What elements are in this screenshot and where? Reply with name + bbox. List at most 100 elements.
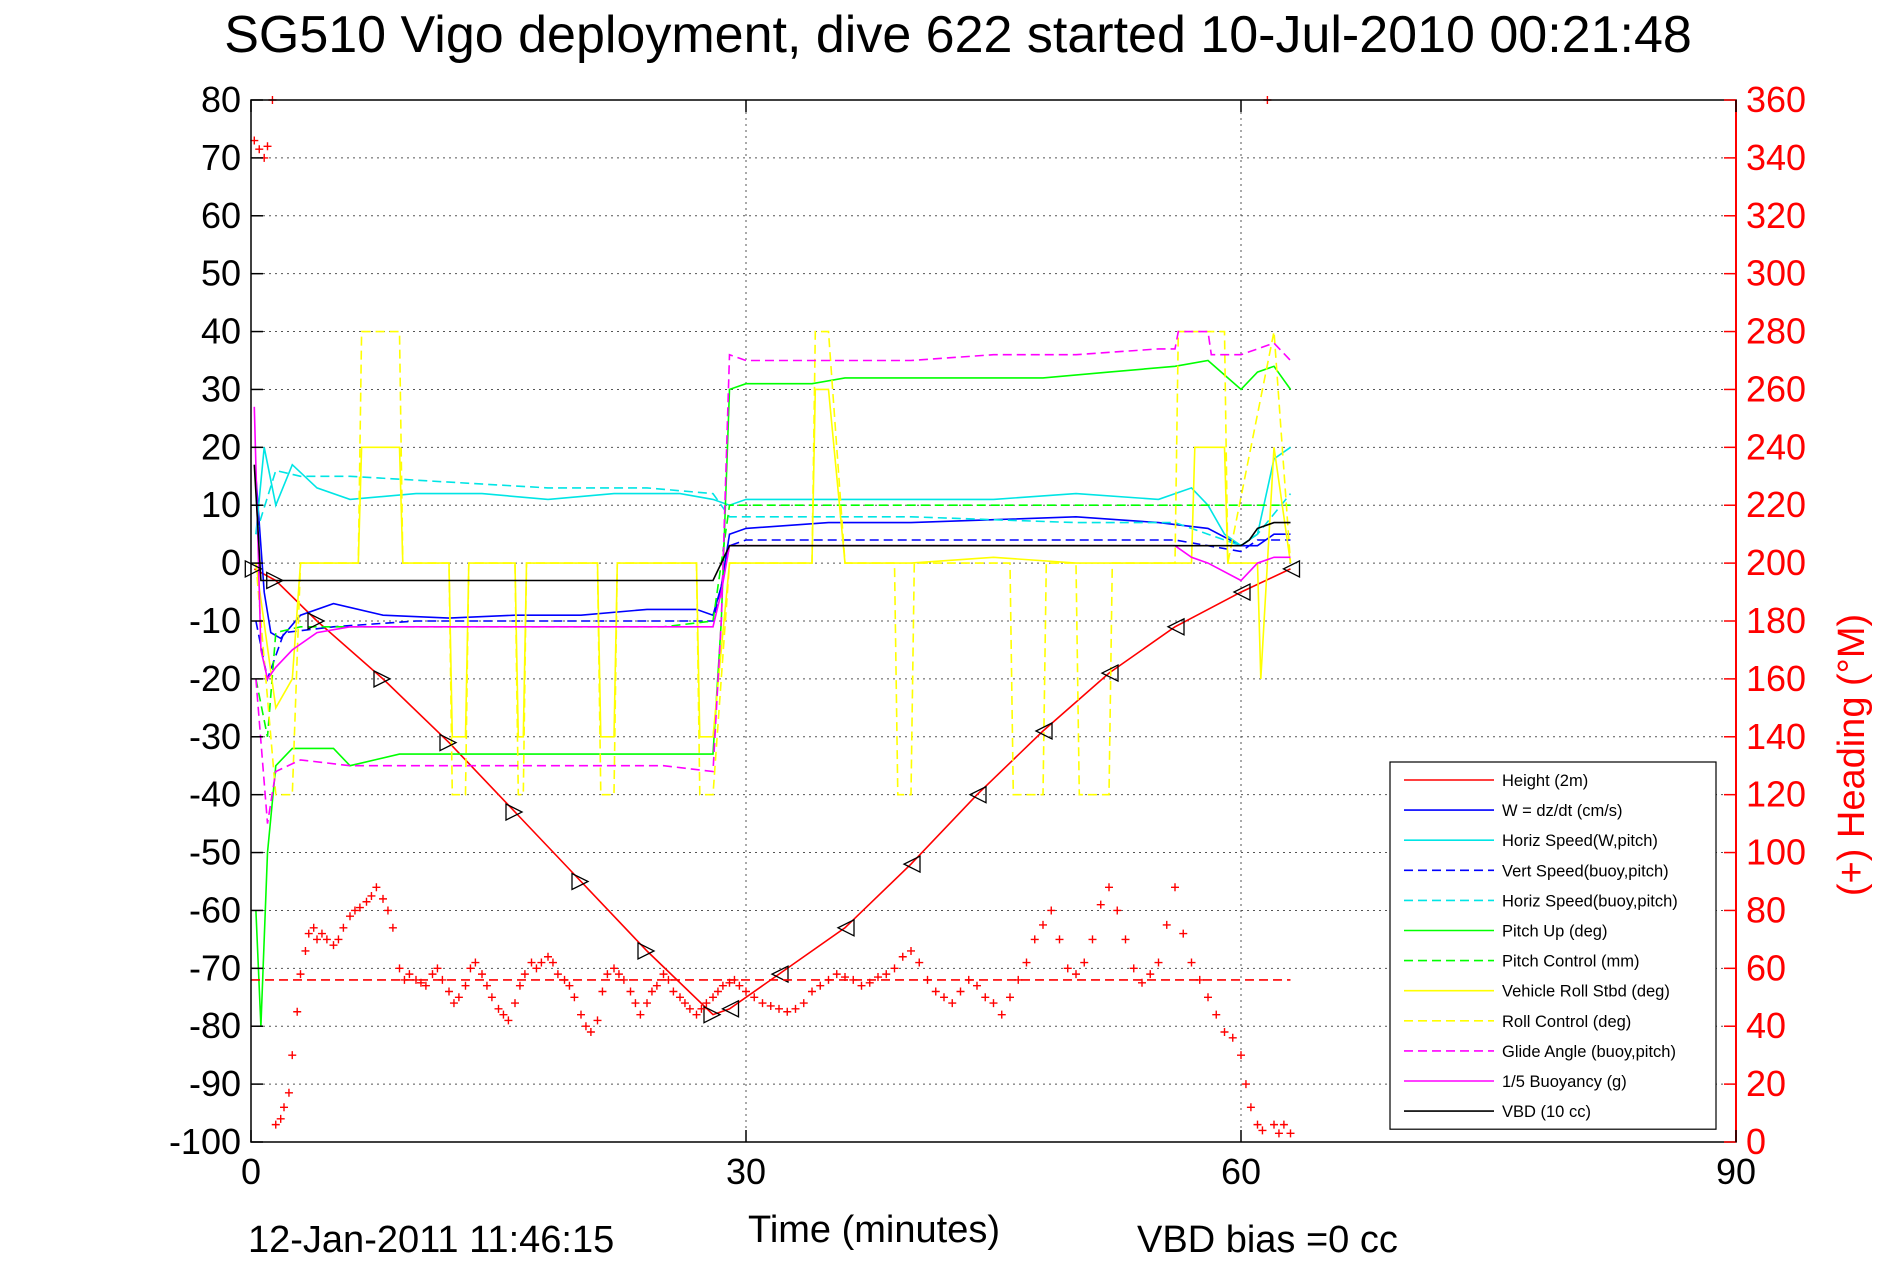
heading-point [482, 981, 491, 990]
heading-point [973, 981, 981, 990]
heading-point [395, 964, 404, 973]
heading-point [692, 1010, 701, 1019]
heading-point [577, 1010, 585, 1019]
x-tick-label: 90 [1716, 1151, 1756, 1192]
height-marker [721, 999, 740, 1018]
heading-point [808, 987, 816, 996]
heading-point [631, 999, 640, 1008]
chart-title: SG510 Vigo deployment, dive 622 started … [224, 6, 1692, 64]
height-marker [1166, 617, 1185, 636]
y-tick-label: 70 [201, 137, 241, 178]
height-marker [244, 559, 263, 578]
heading-point [487, 993, 496, 1002]
legend-entry-10: Glide Angle (buoy,pitch) [1502, 1043, 1676, 1061]
right-axis-label: (+) Heading (°M) [1831, 614, 1873, 896]
heading-point [915, 958, 924, 967]
y-tick-label: 30 [201, 368, 241, 409]
heading-point [931, 987, 940, 996]
heading-point [989, 999, 998, 1008]
height-marker [266, 571, 285, 590]
heading-point [824, 975, 833, 984]
legend-entry-12: VBD (10 cc) [1502, 1103, 1591, 1121]
heading-point [948, 999, 957, 1008]
right-y-tick-label: 340 [1746, 137, 1806, 178]
heading-series [250, 96, 1295, 1138]
y-tick-label: 80 [201, 79, 241, 120]
heading-point [581, 1022, 590, 1031]
y-tick-label: 10 [201, 484, 241, 525]
heading-point [718, 981, 727, 990]
y-tick-label: -100 [169, 1121, 241, 1162]
height-marker [571, 872, 590, 891]
heading-point [304, 929, 313, 938]
heading-point [1088, 935, 1097, 944]
heading-point [560, 975, 569, 984]
legend-entry-6: Pitch Up (deg) [1502, 923, 1607, 941]
series-line-2 [255, 476, 1291, 640]
heading-point [544, 952, 552, 961]
heading-point [329, 941, 338, 950]
heading-point [1121, 935, 1130, 944]
heading-point [346, 912, 354, 921]
heading-point [565, 981, 574, 990]
heading-point [647, 987, 656, 996]
heading-point [362, 897, 371, 906]
heading-point [1022, 958, 1031, 967]
heading-point [816, 981, 825, 990]
right-y-tick-label: 320 [1746, 195, 1806, 236]
heading-point [956, 987, 965, 996]
heading-point [664, 975, 673, 984]
heading-point [537, 958, 546, 967]
y-tick-label: -20 [189, 658, 241, 699]
heading-point [388, 923, 397, 932]
right-y-tick-label: 200 [1746, 542, 1806, 583]
right-y-tick-label: 20 [1746, 1063, 1786, 1104]
heading-point [676, 993, 684, 1002]
heading-point [400, 975, 409, 984]
legend-entry-4: Vert Speed(buoy,pitch) [1502, 862, 1669, 880]
heading-point [610, 964, 618, 973]
heading-point [1047, 906, 1056, 915]
heading-point [515, 981, 524, 990]
heading-point [1055, 935, 1064, 944]
heading-point [416, 978, 425, 987]
heading-point [1279, 1120, 1288, 1129]
right-y-tick-label: 140 [1746, 716, 1806, 757]
heading-point [527, 958, 536, 967]
heading-point [1162, 920, 1171, 929]
heading-point [313, 935, 321, 944]
right-y-tick-label: 260 [1746, 368, 1806, 409]
heading-point [619, 975, 628, 984]
heading-point [553, 970, 562, 979]
y-tick-label: -80 [189, 1005, 241, 1046]
heading-point [1096, 900, 1105, 909]
heading-point [652, 981, 661, 990]
y-tick-label: 60 [201, 195, 241, 236]
y-tick-label: 50 [201, 253, 241, 294]
heading-point [494, 1004, 503, 1013]
heading-point [322, 935, 331, 944]
right-y-tick-label: 40 [1746, 1005, 1786, 1046]
heading-point [1006, 993, 1014, 1002]
heading-point [405, 970, 414, 979]
heading-point [428, 970, 437, 979]
height-marker [770, 965, 789, 984]
heading-point [841, 973, 849, 982]
height-marker [637, 941, 656, 961]
heading-point [1258, 1126, 1267, 1135]
heading-point [923, 975, 932, 984]
right-y-tick-label: 180 [1746, 600, 1806, 641]
heading-point [1105, 883, 1113, 892]
heading-point [499, 1010, 508, 1019]
heading-point [1274, 1129, 1283, 1138]
heading-point [725, 978, 734, 987]
height-marker [836, 918, 855, 937]
heading-point [1179, 929, 1188, 938]
right-y-tick-label: 120 [1746, 774, 1806, 815]
heading-point [890, 964, 899, 973]
heading-point [669, 987, 678, 996]
right-y-tick-label: 240 [1746, 426, 1806, 467]
heading-point [548, 958, 557, 967]
heading-point [1154, 958, 1163, 967]
height-marker [1282, 559, 1301, 578]
